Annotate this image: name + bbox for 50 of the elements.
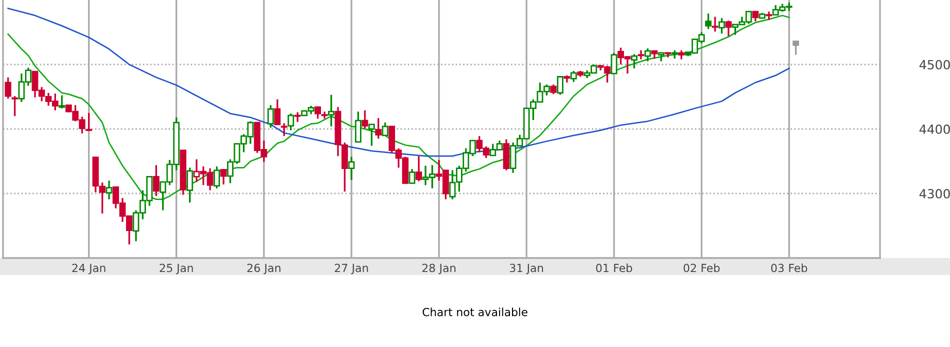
y-tick-label: 4400 xyxy=(920,124,950,134)
candlestick xyxy=(288,112,294,132)
candlestick xyxy=(294,111,301,123)
candlestick xyxy=(678,49,685,60)
x-tick-label: 27 Jan xyxy=(334,264,368,274)
candlestick xyxy=(725,20,732,37)
candlestick xyxy=(408,168,416,184)
y-tick-label: 4300 xyxy=(920,188,950,198)
candlestick xyxy=(368,124,375,147)
x-tick-label: 02 Feb xyxy=(684,264,720,272)
y-tick-label: 4500 xyxy=(920,60,950,70)
candlestick xyxy=(631,53,638,70)
candlestick xyxy=(86,112,92,132)
candlestick xyxy=(267,104,274,129)
candlestick xyxy=(375,117,382,140)
candlestick xyxy=(12,95,18,117)
candlestick xyxy=(362,109,368,130)
x-tick-label: 24 Jan xyxy=(72,264,106,274)
candlestick xyxy=(348,156,355,181)
candlestick xyxy=(610,52,618,74)
candlestick xyxy=(556,75,564,96)
candlestick xyxy=(382,122,388,136)
candlestick xyxy=(328,94,334,128)
x-tick-label: 31 Jan xyxy=(510,264,543,274)
line-series xyxy=(7,14,790,200)
candlestick xyxy=(152,164,160,197)
x-tick-label: 28 Jan xyxy=(422,264,456,274)
candlestick xyxy=(712,16,718,32)
candlestick xyxy=(792,40,800,56)
text: Chart not available xyxy=(422,308,528,316)
candlestick xyxy=(314,106,321,120)
x-tick-label: 25 Jan xyxy=(160,264,193,274)
candlestick xyxy=(4,76,12,100)
candlestick xyxy=(354,110,362,143)
x-tick-label: 01 Feb xyxy=(596,264,632,272)
x-tick-label: 03 Feb xyxy=(771,264,808,272)
candlestick xyxy=(214,166,220,190)
candlestick xyxy=(416,155,422,182)
candlestick xyxy=(274,98,281,126)
candlestick xyxy=(280,122,288,137)
candlestick xyxy=(718,17,725,34)
candlestick xyxy=(570,70,577,83)
candlestick xyxy=(638,49,644,60)
candlestick xyxy=(106,180,112,200)
x-tick-label: 26 Jan xyxy=(247,264,280,274)
candlestick xyxy=(644,48,651,62)
candlestick xyxy=(220,168,227,186)
candlestick xyxy=(550,84,557,96)
candlestick xyxy=(58,94,66,110)
candlestick xyxy=(705,12,712,30)
